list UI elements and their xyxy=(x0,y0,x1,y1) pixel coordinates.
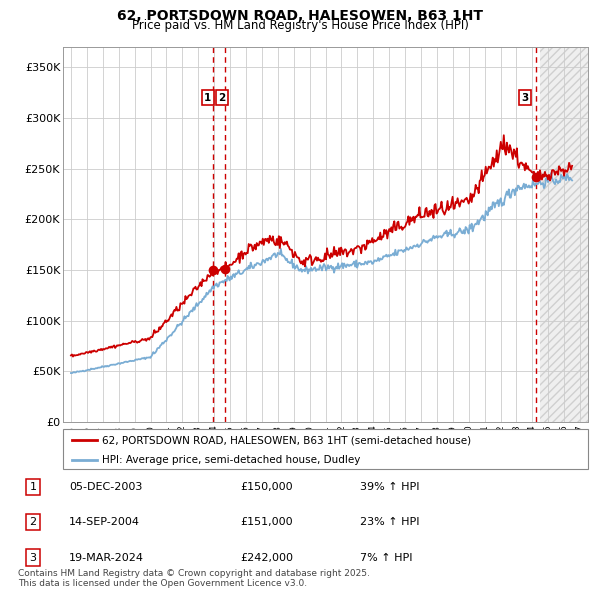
Text: £242,000: £242,000 xyxy=(240,553,293,562)
Text: 19-MAR-2024: 19-MAR-2024 xyxy=(69,553,144,562)
Text: Price paid vs. HM Land Registry's House Price Index (HPI): Price paid vs. HM Land Registry's House … xyxy=(131,19,469,32)
Text: 23% ↑ HPI: 23% ↑ HPI xyxy=(360,517,419,527)
Text: 1: 1 xyxy=(204,93,211,103)
Text: 3: 3 xyxy=(521,93,529,103)
Text: 62, PORTSDOWN ROAD, HALESOWEN, B63 1HT (semi-detached house): 62, PORTSDOWN ROAD, HALESOWEN, B63 1HT (… xyxy=(103,435,472,445)
FancyBboxPatch shape xyxy=(63,429,588,469)
Text: 62, PORTSDOWN ROAD, HALESOWEN, B63 1HT: 62, PORTSDOWN ROAD, HALESOWEN, B63 1HT xyxy=(117,9,483,23)
Text: 2: 2 xyxy=(218,93,226,103)
Text: 39% ↑ HPI: 39% ↑ HPI xyxy=(360,482,419,491)
Text: £151,000: £151,000 xyxy=(240,517,293,527)
Text: HPI: Average price, semi-detached house, Dudley: HPI: Average price, semi-detached house,… xyxy=(103,455,361,466)
Text: 05-DEC-2003: 05-DEC-2003 xyxy=(69,482,142,491)
Text: 7% ↑ HPI: 7% ↑ HPI xyxy=(360,553,413,562)
Text: 14-SEP-2004: 14-SEP-2004 xyxy=(69,517,140,527)
Bar xyxy=(540,47,588,422)
Text: Contains HM Land Registry data © Crown copyright and database right 2025.
This d: Contains HM Land Registry data © Crown c… xyxy=(18,569,370,588)
Text: £150,000: £150,000 xyxy=(240,482,293,491)
Text: 3: 3 xyxy=(29,553,37,562)
Text: 2: 2 xyxy=(29,517,37,527)
Text: 1: 1 xyxy=(29,482,37,491)
